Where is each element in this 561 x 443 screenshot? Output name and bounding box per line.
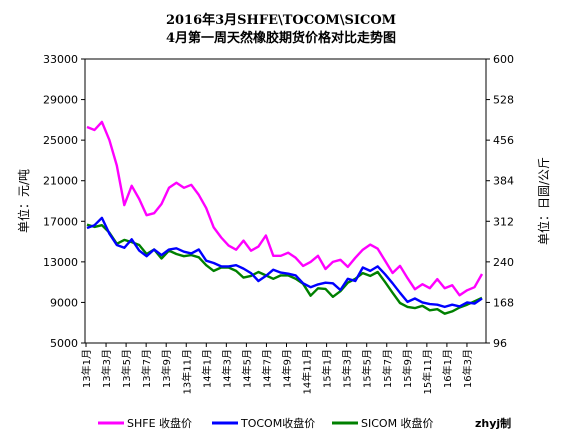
right-axis: 600 528 456 384 312 240 168 96 (486, 53, 514, 350)
legend: SHFE 收盘价 TOCOM收盘价 SICOM 收盘价 zhyj制 (98, 416, 511, 430)
series-line-tocom (86, 216, 483, 309)
left-tick-label: 33000 (43, 53, 78, 66)
legend-label-tocom: TOCOM收盘价 (240, 416, 315, 430)
x-tick-label: 15年1月 (321, 349, 334, 388)
x-tick-label: 13年1月 (80, 349, 93, 388)
left-axis: 33000 29000 25000 21000 17000 13000 9000 5000 (43, 53, 85, 350)
x-tick-label: 14年11月 (301, 349, 314, 394)
plot-area: 33000 29000 25000 21000 17000 13000 9000 5000 6… (43, 53, 514, 394)
legend-label-shfe: SHFE 收盘价 (127, 416, 192, 430)
x-tick-label: 16年3月 (461, 349, 474, 388)
x-tick-label: 14年1月 (200, 349, 213, 388)
x-tick-label: 15年5月 (361, 349, 374, 388)
x-tick-label: 13年5月 (120, 349, 133, 388)
x-tick-label: 13年11月 (180, 349, 193, 394)
x-tick-label: 13年3月 (100, 349, 113, 388)
left-tick-label: 17000 (43, 215, 78, 228)
series-layer (86, 120, 484, 315)
left-tick-label: 29000 (43, 94, 78, 107)
right-tick-label: 384 (493, 175, 514, 188)
x-tick-label: 16年1月 (441, 349, 454, 388)
series-line-shfe (86, 120, 484, 297)
y-axis-label-right: 单位：日圆/公斤 (536, 157, 551, 245)
x-tick-label: 14年3月 (220, 349, 233, 388)
left-tick-label: 25000 (43, 134, 78, 147)
chart-title-line1: 2016年3月SHFE\TOCOM\SICOM (166, 12, 396, 28)
plot-frame (84, 58, 487, 344)
y-axis-label-left: 单位：元/吨 (16, 169, 31, 233)
left-tick-label: 9000 (50, 296, 78, 309)
x-tick-label: 14年5月 (240, 349, 253, 388)
x-tick-label: 15年7月 (381, 349, 394, 388)
right-tick-label: 96 (493, 337, 507, 350)
right-tick-label: 240 (493, 256, 514, 269)
x-tick-label: 13年9月 (160, 349, 173, 388)
right-tick-label: 600 (493, 53, 514, 66)
x-tick-label: 15年9月 (401, 349, 414, 388)
right-tick-label: 456 (493, 134, 514, 147)
x-tick-label: 14年9月 (281, 349, 294, 388)
legend-label-sicom: SICOM 收盘价 (361, 416, 434, 430)
x-tick-label: 15年11月 (421, 349, 434, 394)
right-tick-label: 168 (493, 296, 514, 309)
credit-label: zhyj制 (475, 416, 511, 430)
left-tick-label: 13000 (43, 256, 78, 269)
left-tick-label: 21000 (43, 175, 78, 188)
x-tick-label: 15年3月 (341, 349, 354, 388)
x-tick-label: 13年7月 (140, 349, 153, 388)
left-tick-label: 5000 (50, 337, 78, 350)
chart-title-line2: 4月第一周天然橡胶期货价格对比走势图 (166, 30, 396, 46)
x-axis: 13年1月 13年3月 13年5月 13年7月 13年9月 13年11月 14年1月 14年3… (80, 343, 474, 394)
right-tick-label: 312 (493, 215, 514, 228)
x-tick-label: 14年7月 (260, 349, 273, 388)
right-tick-label: 528 (493, 94, 514, 107)
